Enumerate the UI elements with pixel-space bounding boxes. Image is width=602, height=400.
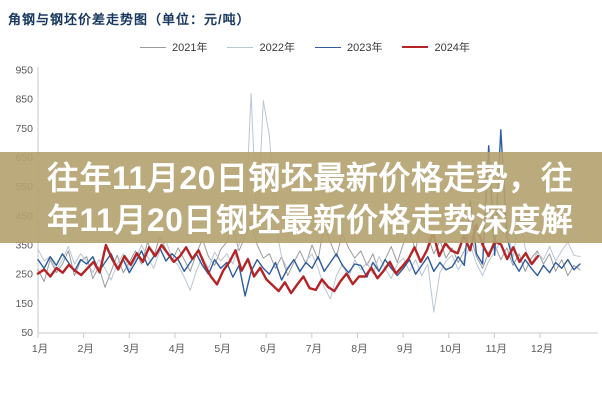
x-tick-label: 3月: [123, 343, 139, 355]
y-tick-label: 50: [21, 327, 33, 339]
y-tick-label: 150: [15, 298, 33, 310]
overlay-title-line1: 往年11月20日钢坯最新价格走势，往: [47, 160, 574, 196]
x-tick-label: 8月: [351, 343, 367, 355]
legend-item-2021: 2021年: [140, 39, 207, 55]
legend-label: 2021年: [172, 42, 208, 54]
legend-label: 2023年: [346, 42, 383, 54]
x-tick-label: 11月: [486, 343, 507, 355]
x-tick-label: 10月: [440, 343, 462, 355]
y-tick-label: 850: [15, 94, 33, 106]
legend-label: 2024年: [434, 42, 470, 54]
chart-title: 角钢与钢坯价差走势图（单位：元/吨）: [8, 12, 251, 27]
legend-item-2023: 2023年: [314, 39, 383, 55]
legend-line-icon: [402, 46, 429, 48]
x-tick-label: 9月: [397, 343, 413, 355]
legend-item-2022: 2022年: [227, 39, 295, 55]
x-tick-label: 12月: [531, 343, 553, 355]
x-tick-label: 6月: [260, 343, 276, 355]
legend-line-icon: [227, 46, 254, 48]
overlay-banner: 往年11月20日钢坯最新价格走势，往 年11月20日钢坯最新价格走势深度解: [0, 152, 602, 243]
series-line-2024: [36, 223, 540, 295]
x-tick-label: 2月: [77, 343, 93, 355]
legend: 2021年 2022年 2023年 2024年: [140, 39, 470, 55]
y-tick-label: 750: [15, 123, 33, 135]
x-tick-label: 7月: [306, 343, 322, 355]
legend-label: 2022年: [259, 42, 295, 54]
y-tick-label: 250: [15, 269, 33, 281]
x-tick-label: 1月: [32, 343, 48, 355]
overlay-title-line2: 年11月20日钢坯最新价格走势深度解: [47, 202, 574, 238]
x-tick-label: 5月: [214, 343, 230, 355]
y-tick-label: 950: [15, 65, 33, 77]
x-tick-label: 4月: [169, 343, 185, 355]
legend-item-2024: 2024年: [402, 39, 470, 55]
series-line-2022: [37, 92, 581, 313]
legend-line-icon: [140, 46, 166, 48]
legend-line-icon: [314, 46, 341, 48]
